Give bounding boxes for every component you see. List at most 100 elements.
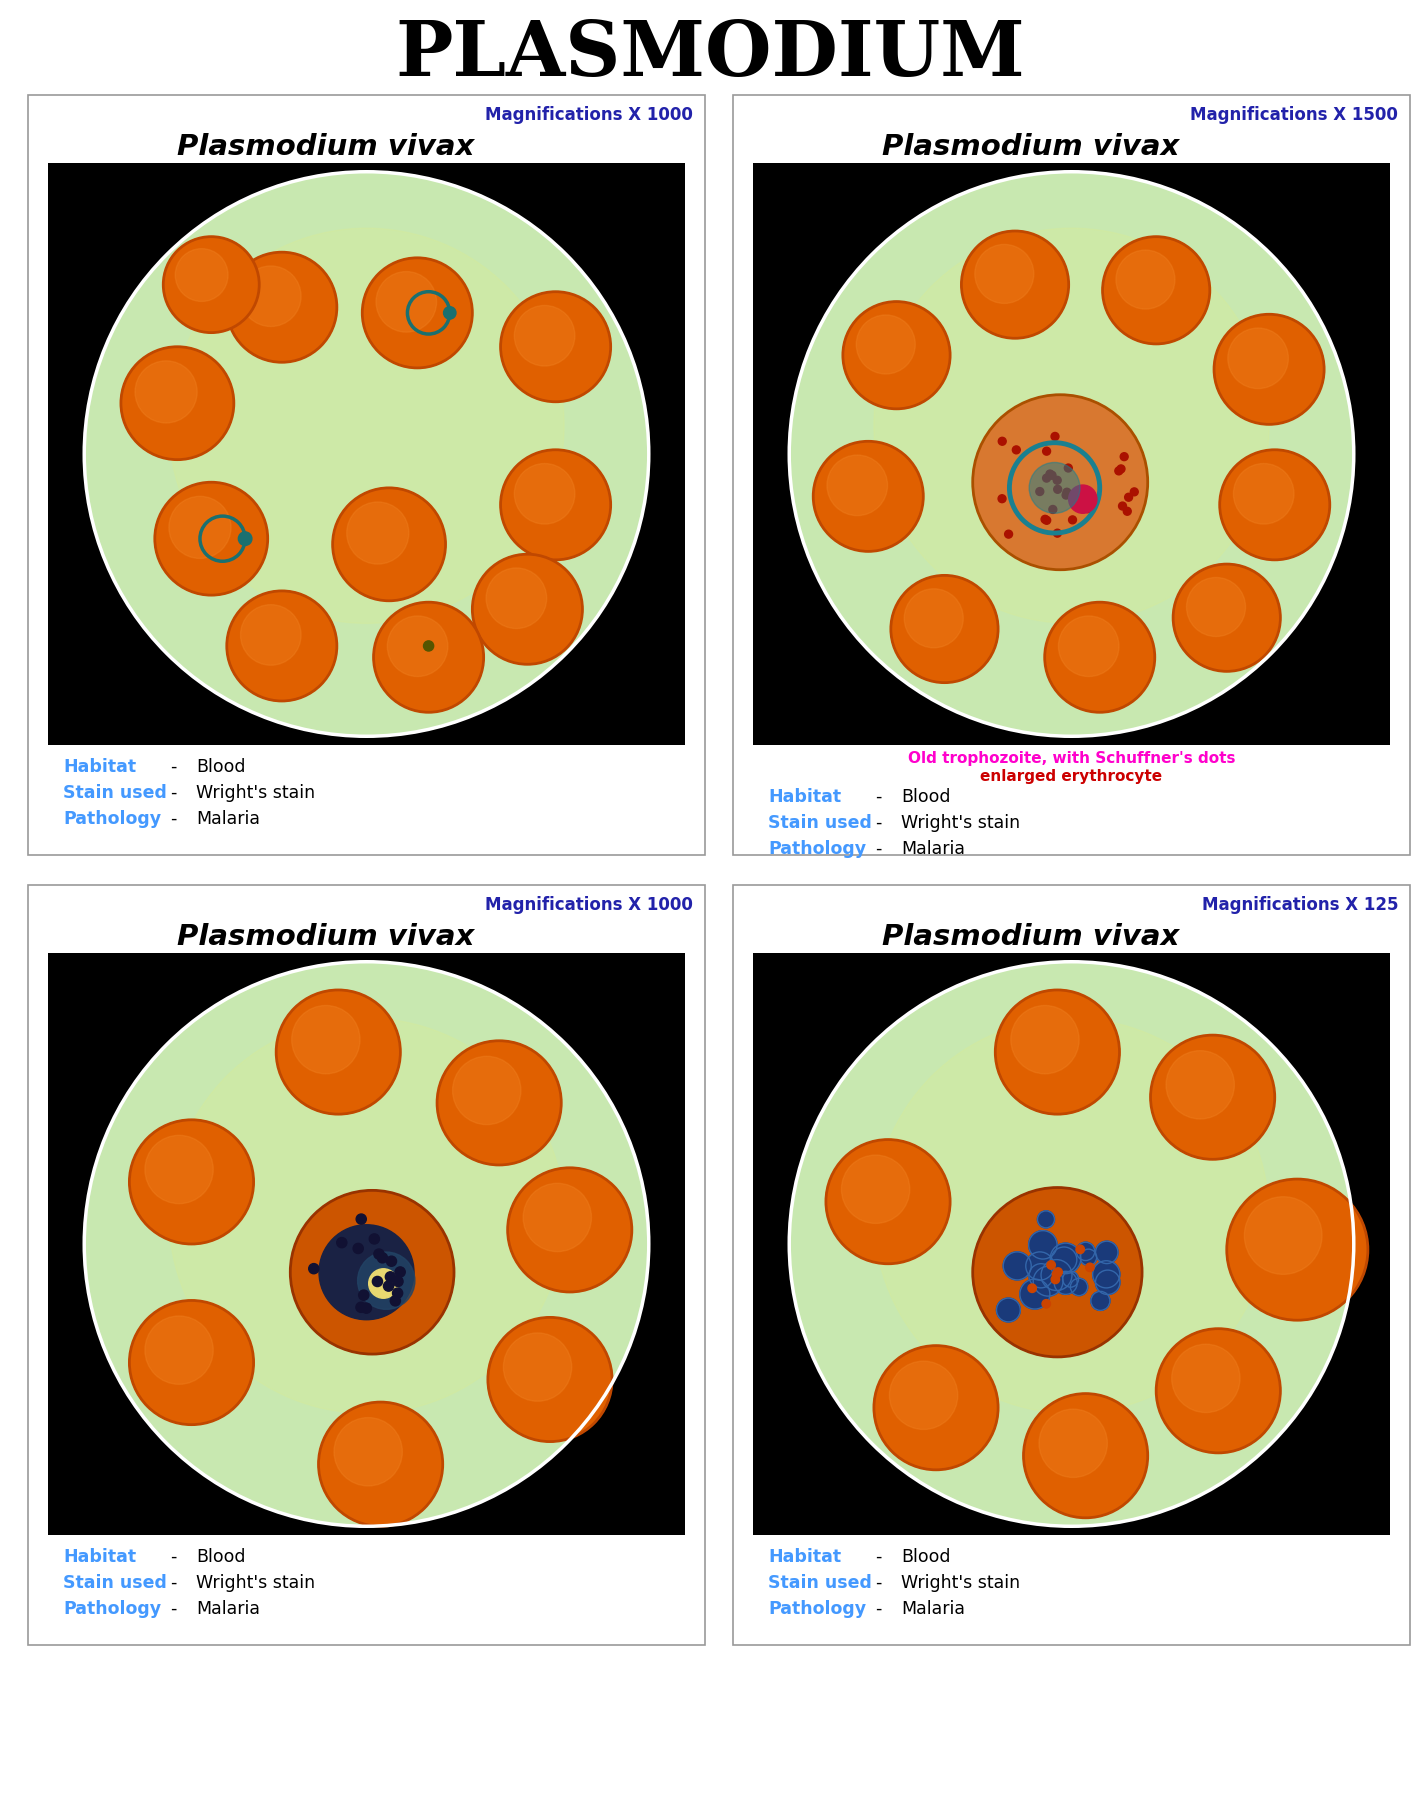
Circle shape (1012, 446, 1021, 453)
Circle shape (1042, 448, 1051, 455)
Circle shape (1156, 1328, 1281, 1453)
Circle shape (1116, 251, 1174, 309)
Circle shape (385, 1273, 396, 1282)
Circle shape (1118, 466, 1125, 473)
Circle shape (1123, 507, 1132, 514)
Circle shape (1064, 489, 1071, 496)
Text: Pathology: Pathology (768, 1599, 866, 1617)
Circle shape (873, 227, 1269, 623)
Circle shape (1187, 578, 1245, 637)
Circle shape (1052, 1271, 1061, 1278)
Circle shape (1024, 1393, 1147, 1518)
Circle shape (386, 1256, 396, 1267)
Circle shape (1004, 531, 1012, 538)
Circle shape (84, 171, 649, 736)
Circle shape (155, 482, 268, 596)
Text: -: - (170, 1574, 176, 1592)
Circle shape (1062, 1271, 1079, 1287)
Circle shape (163, 236, 260, 332)
Circle shape (169, 227, 564, 623)
Text: Malaria: Malaria (902, 1599, 966, 1617)
Circle shape (473, 554, 582, 664)
Text: Malaria: Malaria (902, 839, 966, 857)
Circle shape (826, 455, 888, 516)
Circle shape (814, 440, 923, 551)
Text: -: - (875, 1549, 882, 1567)
Circle shape (1083, 505, 1092, 513)
Text: Plasmodium vivax: Plasmodium vivax (882, 922, 1180, 951)
Circle shape (135, 361, 197, 422)
Text: Malaria: Malaria (196, 810, 260, 828)
Text: -: - (170, 810, 176, 828)
Circle shape (290, 1189, 454, 1354)
Circle shape (842, 1155, 910, 1224)
Circle shape (1051, 1274, 1059, 1283)
Circle shape (995, 989, 1119, 1114)
Circle shape (889, 1361, 957, 1430)
Circle shape (145, 1135, 213, 1204)
Bar (48, 953, 684, 1534)
Circle shape (337, 1238, 346, 1247)
Circle shape (1095, 1271, 1120, 1294)
Bar (28, 96, 704, 856)
Text: Wright's stain: Wright's stain (902, 1574, 1020, 1592)
Circle shape (320, 1226, 415, 1319)
Circle shape (873, 1018, 1269, 1413)
Text: Magnifications X 1500: Magnifications X 1500 (1190, 106, 1399, 125)
Circle shape (1039, 1410, 1108, 1478)
Text: Pathology: Pathology (62, 810, 160, 828)
Circle shape (973, 395, 1147, 570)
Text: PLASMODIUM: PLASMODIUM (395, 18, 1025, 92)
Circle shape (169, 496, 231, 558)
Circle shape (437, 1041, 561, 1164)
Text: Magnifications X 1000: Magnifications X 1000 (486, 106, 693, 125)
Circle shape (392, 1289, 403, 1298)
Circle shape (514, 464, 575, 523)
Circle shape (1028, 1231, 1056, 1260)
Circle shape (145, 1316, 213, 1384)
Circle shape (486, 569, 547, 628)
Circle shape (1042, 516, 1051, 523)
Circle shape (1047, 469, 1054, 478)
Circle shape (169, 1018, 564, 1413)
Circle shape (373, 1249, 383, 1260)
Circle shape (1034, 1267, 1064, 1296)
Circle shape (1166, 1051, 1234, 1119)
Text: -: - (875, 1599, 882, 1617)
Circle shape (1069, 516, 1076, 523)
Circle shape (523, 1184, 592, 1251)
Circle shape (1054, 486, 1062, 493)
Circle shape (998, 437, 1007, 446)
Circle shape (1150, 1034, 1275, 1159)
Text: Pathology: Pathology (62, 1599, 160, 1617)
Circle shape (1062, 491, 1071, 498)
Circle shape (359, 1291, 369, 1300)
Circle shape (488, 1318, 612, 1442)
Circle shape (332, 487, 446, 601)
Text: Plasmodium vivax: Plasmodium vivax (882, 134, 1180, 161)
Circle shape (1049, 505, 1056, 513)
Bar (28, 884, 704, 1644)
Circle shape (1051, 433, 1059, 440)
Circle shape (239, 532, 251, 545)
Text: Stain used: Stain used (768, 1574, 872, 1592)
Circle shape (361, 1303, 372, 1314)
Text: Blood: Blood (902, 789, 950, 807)
Circle shape (1054, 529, 1061, 538)
Circle shape (973, 1188, 1142, 1357)
Circle shape (369, 1269, 398, 1298)
Circle shape (1041, 516, 1049, 523)
Circle shape (275, 989, 400, 1114)
Circle shape (1173, 565, 1281, 671)
Circle shape (514, 305, 575, 366)
Circle shape (873, 1345, 998, 1469)
Circle shape (393, 1276, 403, 1287)
Circle shape (1058, 616, 1119, 677)
Circle shape (1125, 493, 1133, 502)
Circle shape (1081, 1249, 1096, 1265)
Circle shape (1086, 1264, 1095, 1271)
Circle shape (843, 301, 950, 410)
Circle shape (369, 1235, 379, 1244)
Circle shape (423, 641, 433, 652)
Text: -: - (875, 789, 882, 807)
